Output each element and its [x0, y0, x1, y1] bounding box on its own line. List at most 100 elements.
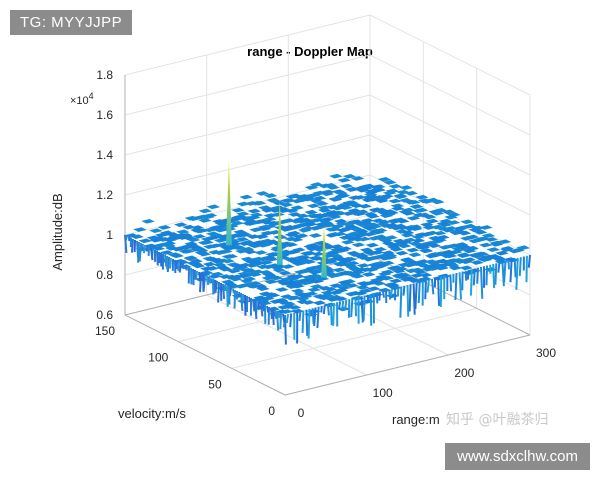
surface-patch — [422, 225, 437, 230]
surface-patch — [402, 276, 416, 281]
surface-fringe — [242, 293, 245, 302]
surface-patch — [457, 252, 471, 258]
surface-fringe — [150, 247, 154, 261]
surface-fringe — [332, 302, 335, 326]
surface-fringe — [184, 264, 188, 270]
target-peak — [276, 200, 283, 265]
surface-patch — [405, 260, 420, 265]
surface-patch — [130, 234, 144, 239]
surface-patch — [338, 246, 352, 252]
axis-ticks: 0.6 0.8 1 1.2 1.4 1.6 1.8 0 100 200 300 0 50 100 150 — [95, 68, 556, 420]
surface-patch — [433, 230, 447, 236]
surface-fringe — [316, 306, 320, 329]
surface-patch — [334, 296, 348, 302]
surface-patch — [272, 298, 286, 304]
surface-fringe — [298, 311, 302, 322]
surface-patch — [243, 268, 257, 273]
site-watermark: www.sdxclhw.com — [445, 443, 590, 470]
surface-patch — [318, 285, 332, 291]
surface-fringe — [274, 309, 278, 319]
x-axis-label: range:m — [392, 412, 440, 427]
surface-patch — [240, 246, 255, 252]
surface-fringe — [472, 268, 476, 286]
surface-patch — [261, 271, 276, 277]
axes-grid — [124, 14, 531, 396]
surface-patch — [339, 183, 354, 189]
surface-patch — [377, 287, 392, 293]
surface-patch — [360, 218, 375, 223]
surface-fringe — [466, 269, 470, 280]
surface-patch — [350, 203, 364, 209]
z-tick-label: 1.6 — [96, 108, 113, 122]
surface-fringe — [329, 303, 333, 326]
surface-patch — [237, 273, 252, 279]
surface-patch — [325, 232, 339, 238]
surface-patch — [424, 263, 438, 269]
surface-patch — [363, 212, 378, 217]
surface-patch — [160, 230, 174, 236]
surface-patch — [406, 247, 420, 253]
surface-patch — [265, 239, 280, 245]
surface-patch — [334, 194, 348, 199]
surface-patch — [304, 209, 318, 215]
surface-patch — [408, 252, 422, 258]
surface-patch — [500, 246, 514, 251]
surface-fringe — [178, 262, 182, 273]
surface-patch — [302, 259, 317, 265]
surface-patch — [235, 236, 249, 242]
surface-patch — [242, 276, 257, 282]
surface-patch — [176, 229, 190, 235]
surface-patch — [310, 182, 324, 187]
surface-patch — [389, 246, 404, 252]
surface-patch — [400, 232, 415, 238]
surface-patch — [333, 218, 348, 224]
surface-patch — [312, 195, 327, 201]
surface-patch — [309, 284, 324, 289]
surface-patch — [289, 237, 304, 243]
surface-patch — [357, 255, 371, 260]
surface-patch — [387, 243, 401, 248]
surface-patch — [304, 221, 318, 227]
y-tick-label: 150 — [95, 324, 115, 338]
surface-patch — [386, 282, 400, 288]
surface-patch — [411, 238, 426, 243]
surface-patch — [253, 283, 268, 289]
surface-patch — [441, 249, 455, 255]
surface-fringe — [497, 262, 501, 273]
surface-patch — [206, 231, 220, 237]
right-wall-grid-z — [369, 134, 531, 216]
surface-fringe — [272, 308, 275, 325]
surface-patch — [269, 275, 284, 281]
y-tick-label: 50 — [208, 377, 222, 391]
surface-patch — [346, 260, 360, 266]
z-axis-label: Amplitude:dB — [50, 193, 65, 270]
surface-fringe — [426, 279, 430, 293]
surface-patch — [257, 242, 271, 248]
surface-patch — [413, 269, 427, 275]
surface-patch — [181, 235, 196, 240]
surface-patch — [390, 203, 405, 209]
surface-patch — [179, 233, 193, 238]
surface-patch — [308, 233, 323, 238]
surface-patch — [223, 282, 238, 287]
surface-patch — [441, 209, 456, 215]
surface-patch — [342, 174, 357, 179]
author-watermark: 知乎 @叶融茶归 — [446, 411, 548, 428]
surface-fringe — [389, 288, 394, 296]
surface-patch — [286, 257, 301, 262]
surface-patch — [407, 199, 421, 205]
surface-patch — [138, 238, 152, 244]
surface-patch — [151, 246, 166, 251]
surface-fringe — [437, 277, 441, 306]
surface-patch — [170, 253, 184, 259]
surface-patch — [337, 177, 351, 183]
surface-fringe — [224, 284, 227, 292]
surface-patch — [284, 232, 299, 238]
surface-patch — [381, 250, 395, 256]
surface-fringe — [199, 272, 202, 293]
surface-fringe — [248, 296, 252, 303]
surface-patch — [443, 253, 458, 259]
surface-patch — [416, 262, 430, 268]
surface-fringe — [260, 302, 264, 317]
surface-patch — [486, 247, 501, 252]
